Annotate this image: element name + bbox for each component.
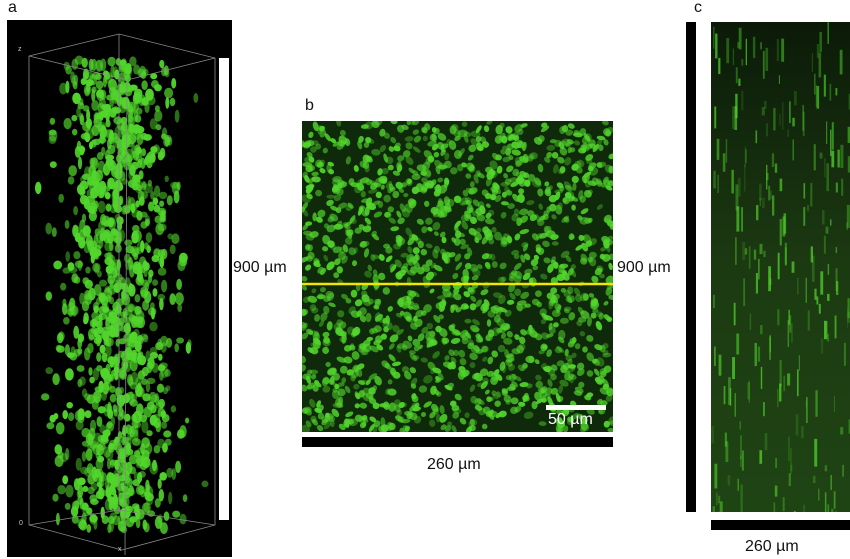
panel-c-height-label: 900 µm [617,259,671,276]
panel-b-svg [302,121,613,432]
panel-b-width-label: 260 µm [427,456,481,473]
panel-b-letter: b [305,97,314,114]
panel-c-height-bar [686,22,696,512]
panel-c-width-label: 260 µm [745,538,799,555]
panel-b-width-bar [302,437,613,447]
panel-a-letter: a [8,0,17,16]
panel-c-width-bar [711,520,850,530]
panel-a-svg [28,33,216,556]
panel-c-svg [711,22,850,512]
scale-bar-label: 50 µm [548,411,593,428]
panel-a-3d-volume-image: z 0 x [7,20,232,557]
axis-z-label: z [18,46,22,53]
panel-b-xy-section-image: 50 µm [302,121,613,432]
scale-bar [546,405,606,410]
panel-a-height-bar [219,58,229,520]
panel-c-letter: c [694,0,702,16]
panel-c-xz-section-image [711,22,850,512]
panel-b-height-label-left: 900 µm [233,259,287,276]
axis-origin-label: 0 [19,520,23,527]
axis-x-label: x [118,546,122,553]
bounding-box-frame [28,33,216,556]
